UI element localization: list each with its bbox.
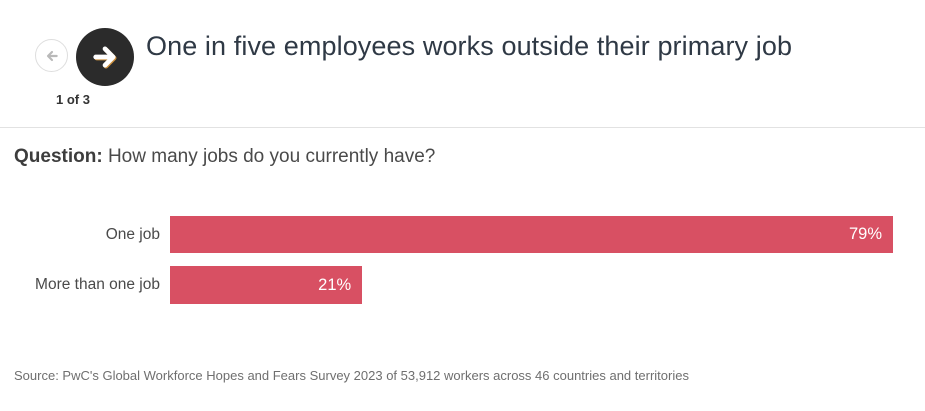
bar-more-than-one-job: 21% [170,266,363,304]
chart-row: One job 79% [0,216,893,253]
next-slide-button[interactable] [76,28,134,86]
page-title: One in five employees works outside thei… [146,31,793,61]
bar-value-label: 21% [318,275,352,294]
question-label: Question: [14,146,103,167]
bar-track: 79% [170,216,893,253]
category-label: More than one job [35,276,160,293]
arrow-left-icon [44,48,60,64]
bar-track: 21% [170,266,893,304]
slide-counter: 1 of 3 [56,92,90,107]
header-divider [0,127,925,128]
previous-slide-button[interactable] [35,39,68,72]
bar-one-job: 79% [170,216,893,253]
question-line: Question: How many jobs do you currently… [14,146,435,168]
source-note: Source: PwC's Global Workforce Hopes and… [14,368,689,383]
question-text: How many jobs do you currently have? [102,146,436,167]
chart-row: More than one job 21% [0,266,893,304]
arrow-right-icon [91,43,119,71]
category-label: One job [105,225,160,243]
bar-value-label: 79% [848,225,882,243]
